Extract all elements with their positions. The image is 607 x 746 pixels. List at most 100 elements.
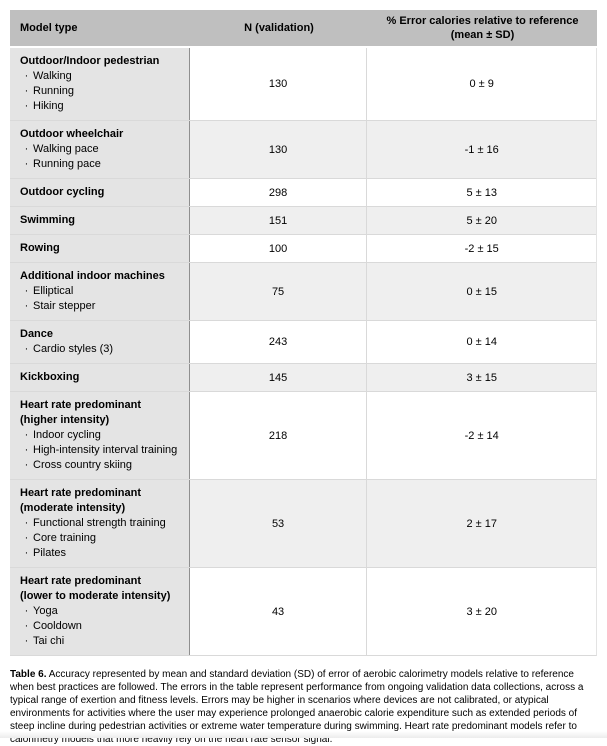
- bullet-dot-icon: ·: [24, 444, 29, 456]
- bullet-dot-icon: ·: [24, 343, 29, 355]
- bullet-label: Walking pace: [33, 143, 99, 155]
- model-title: Dance: [20, 328, 54, 340]
- bullet-label: Hiking: [33, 100, 64, 112]
- n-validation-cell: 218: [190, 392, 368, 479]
- model-title: Heart rate predominant: [20, 575, 142, 587]
- error-cell: -1 ± 16: [367, 121, 596, 178]
- n-validation-cell: 151: [189, 207, 368, 234]
- bullet-dot-icon: ·: [24, 605, 29, 617]
- bullet-label: Functional strength training: [33, 517, 166, 529]
- bullet-item: · Walking pace: [20, 142, 181, 157]
- column-header-error-line2: (mean ± SD): [450, 29, 515, 41]
- bullet-label: Running pace: [33, 158, 101, 170]
- bullet-dot-icon: ·: [24, 459, 29, 471]
- model-type-cell: Heart rate predominant (lower to moderat…: [10, 568, 190, 655]
- model-type-cell: Additional indoor machines · Elliptical · S…: [10, 263, 190, 320]
- column-header-error: % Error calories relative to reference (…: [368, 10, 597, 46]
- bullet-item: · High-intensity interval training: [20, 443, 181, 458]
- bullet-label: Cooldown: [33, 620, 82, 632]
- table-row: Outdoor/Indoor pedestrian · Walking · Runni…: [10, 48, 596, 120]
- n-validation-cell: 145: [189, 364, 368, 391]
- model-type-cell: Rowing: [10, 235, 190, 262]
- bullet-item: · Yoga: [20, 604, 181, 619]
- bullet-label: Stair stepper: [33, 300, 96, 312]
- bullet-item: · Running: [20, 84, 181, 99]
- n-validation-cell: 43: [190, 568, 368, 655]
- model-type-cell: Dance · Cardio styles (3): [10, 321, 190, 363]
- model-type-cell: Outdoor cycling: [10, 179, 190, 206]
- bullet-label: Indoor cycling: [33, 429, 101, 441]
- error-cell: 0 ± 14: [466, 336, 497, 348]
- table-header-row: Model type N (validation) % Error calori…: [10, 10, 597, 46]
- bullet-dot-icon: ·: [24, 635, 29, 647]
- bullet-label: Yoga: [33, 605, 58, 617]
- bottom-page-edge: [0, 731, 607, 738]
- bullet-dot-icon: ·: [24, 532, 29, 544]
- error-cell: 0 ± 15: [367, 263, 596, 320]
- column-header-error-line1: % Error calories relative to reference: [386, 15, 579, 27]
- n-validation-cell: 243: [190, 321, 368, 363]
- bullet-item: · Cross country skiing: [20, 458, 181, 473]
- bullet-dot-icon: ·: [24, 100, 29, 112]
- bullet-label: Pilates: [33, 547, 67, 559]
- bullet-label: Tai chi: [33, 635, 65, 647]
- bullet-dot-icon: ·: [24, 300, 29, 312]
- error-cell: 2 ± 17: [367, 480, 596, 567]
- bullet-label: Running: [33, 85, 74, 97]
- error-cell: -2 ± 15: [464, 242, 499, 255]
- model-type-cell: Swimming: [10, 207, 190, 234]
- model-title: Heart rate predominant: [20, 399, 142, 411]
- bullet-list: · Indoor cycling · High-intensity interval …: [20, 428, 181, 473]
- table-body: Outdoor/Indoor pedestrian · Walking · Runni…: [10, 48, 597, 656]
- error-cell: 3 ± 20: [466, 605, 497, 618]
- n-validation-cell: 130: [190, 48, 368, 120]
- bullet-label: Core training: [33, 532, 96, 544]
- error-cell: 5 ± 20: [367, 207, 596, 234]
- table-row: Swimming 151 5 ± 20: [10, 206, 596, 234]
- bullet-item: · Tai chi: [20, 634, 181, 649]
- model-title: Swimming: [20, 214, 76, 226]
- table-row: Rowing 100 -2 ± 15: [10, 234, 596, 262]
- bullet-label: Cardio styles (3): [33, 343, 114, 355]
- model-title: Outdoor/Indoor pedestrian: [20, 55, 160, 67]
- table-row: Kickboxing 145 3 ± 15: [10, 363, 596, 391]
- bullet-dot-icon: ·: [24, 517, 29, 529]
- bullet-item: · Functional strength training: [20, 516, 181, 531]
- bullet-dot-icon: ·: [24, 429, 29, 441]
- model-title-line2: (moderate intensity): [20, 502, 126, 514]
- column-header-model-type: Model type: [20, 22, 78, 34]
- table-row: Heart rate predominant (lower to moderat…: [10, 567, 596, 655]
- bullet-dot-icon: ·: [24, 85, 29, 97]
- bullet-dot-icon: ·: [24, 143, 29, 155]
- bullet-label: Walking: [33, 70, 72, 82]
- table-row: Heart rate predominant (moderate intensi…: [10, 479, 596, 567]
- model-type-cell: Outdoor wheelchair · Walking pace · Running…: [10, 121, 190, 178]
- n-validation-cell: 53: [189, 480, 368, 567]
- model-type-cell: Outdoor/Indoor pedestrian · Walking · Runni…: [10, 48, 190, 120]
- model-title-line2: (lower to moderate intensity): [20, 590, 171, 602]
- n-validation-cell: 298: [190, 179, 368, 206]
- n-validation-cell: 75: [189, 263, 368, 320]
- n-validation-cell: 130: [189, 121, 368, 178]
- bullet-label: High-intensity interval training: [33, 444, 178, 456]
- bullet-dot-icon: ·: [24, 547, 29, 559]
- bullet-item: · Cardio styles (3): [20, 342, 181, 357]
- bullet-dot-icon: ·: [24, 70, 29, 82]
- bullet-item: · Pilates: [20, 546, 181, 561]
- bullet-list: · Yoga · Cooldown · Tai chi: [20, 604, 181, 649]
- bullet-label: Cross country skiing: [33, 459, 133, 471]
- table-row: Outdoor wheelchair · Walking pace · Running…: [10, 120, 596, 178]
- model-title: Outdoor cycling: [20, 186, 105, 198]
- bullet-item: · Elliptical: [20, 284, 181, 299]
- accuracy-table: Model type N (validation) % Error calori…: [10, 10, 597, 656]
- bullet-dot-icon: ·: [24, 158, 29, 170]
- error-cell: 0 ± 9: [469, 78, 494, 90]
- n-validation-cell: 100: [190, 235, 368, 262]
- table-row: Outdoor cycling 298 5 ± 13: [10, 178, 596, 206]
- bullet-item: · Walking: [20, 69, 181, 84]
- error-cell: 3 ± 15: [367, 364, 596, 391]
- error-cell: 5 ± 13: [466, 186, 497, 199]
- table-row: Additional indoor machines · Elliptical · S…: [10, 262, 596, 320]
- bullet-list: · Walking pace · Running pace: [20, 142, 181, 172]
- table-caption-label: Table 6.: [10, 669, 47, 680]
